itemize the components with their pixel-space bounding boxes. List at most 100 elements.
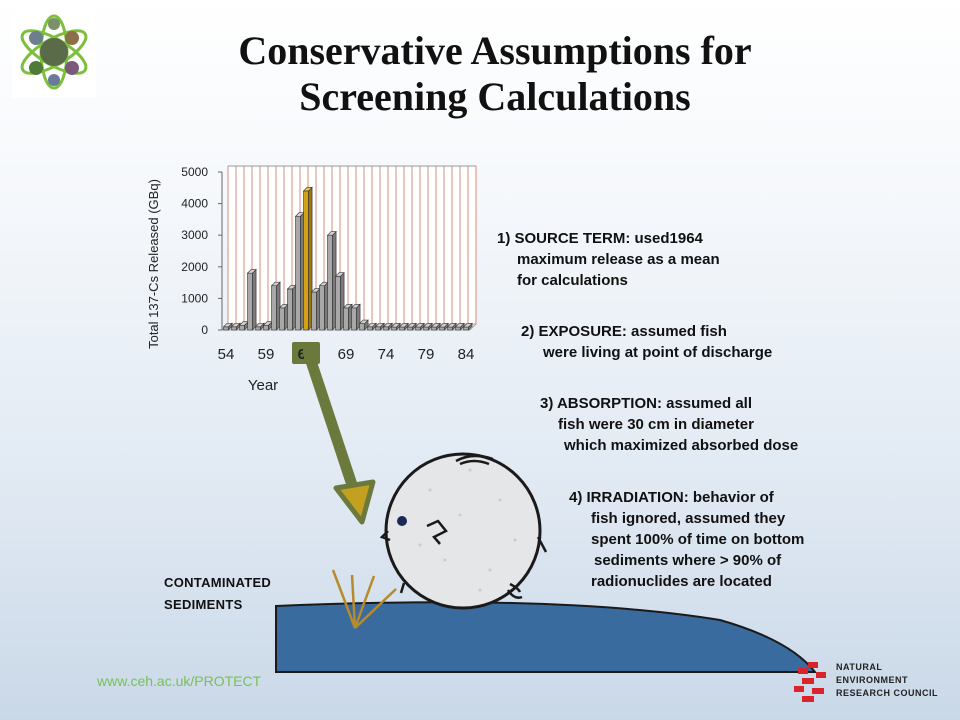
fish-gill (426, 519, 448, 545)
bar-73 (374, 322, 385, 331)
slide-title: Conservative Assumptions for Screening C… (150, 28, 840, 120)
nerc-wordmark: NATURAL ENVIRONMENT RESEARCH COUNCIL (836, 661, 938, 700)
sediments-line-2: SEDIMENTS (164, 597, 243, 612)
bar-top-54 (222, 322, 233, 328)
point-4-line-1: 4) IRRADIATION: behavior of (569, 489, 774, 506)
point-2-line-2: were living at point of discharge (543, 344, 773, 361)
fish-top-fin (455, 454, 494, 466)
x-axis-label: Year (248, 377, 278, 394)
nerc-line-3: RESEARCH COUNCIL (836, 688, 939, 698)
bar-top-60 (270, 281, 281, 287)
bar-top-55 (230, 322, 241, 328)
bar-55 (230, 322, 241, 331)
y-tick-label-4000: 4000 (181, 197, 208, 211)
nerc-line-1: NATURAL (836, 662, 883, 672)
bar-top-57 (246, 269, 257, 274)
point-exposure: 2) EXPOSURE: assumed fish were living at… (521, 321, 772, 363)
bar-top-58 (254, 322, 265, 328)
point-1-line-2: maximum release as a mean (517, 251, 720, 268)
bar-top-83 (454, 323, 465, 328)
bar-top-67 (326, 231, 337, 236)
bar-58 (254, 322, 265, 331)
y-axis-label: Total 137-Cs Released (GBq) (146, 179, 161, 349)
bar-top-80 (430, 323, 441, 328)
y-tick-label-1000: 1000 (181, 291, 208, 305)
y-tick-label-5000: 5000 (181, 165, 208, 179)
bar-57 (246, 268, 257, 331)
point-absorption: 3) ABSORPTION: assumed all fish were 30 … (540, 393, 798, 456)
x-tick-label-69: 69 (338, 346, 355, 363)
x-tick-label-54: 54 (218, 346, 235, 363)
point-3-line-1: 3) ABSORPTION: assumed all (540, 395, 752, 412)
bar-77 (406, 322, 417, 331)
point-2-line-1: 2) EXPOSURE: assumed fish (521, 323, 727, 340)
nerc-line-2: ENVIRONMENT (836, 675, 909, 685)
point-source-term: 1) SOURCE TERM: used1964 maximum release… (497, 228, 720, 291)
title-line-1: Conservative Assumptions for (238, 28, 752, 73)
x-tick-label-84: 84 (458, 346, 475, 363)
sediment-bank (275, 601, 818, 673)
fish-icon (379, 452, 548, 610)
bar-56 (238, 320, 249, 331)
x-tick-label-79: 79 (418, 346, 435, 363)
point-3-line-3: which maximized absorbed dose (564, 437, 799, 454)
point-4-line-2: fish ignored, assumed they (591, 510, 786, 527)
bar-top-82 (446, 323, 457, 328)
bar-84 (462, 322, 473, 331)
bar-83 (454, 322, 465, 331)
point-irradiation: 4) IRRADIATION: behavior of fish ignored… (569, 487, 804, 592)
bar-top-68 (334, 272, 345, 277)
pointer-arrowhead (333, 479, 376, 525)
bar-top-78 (414, 323, 425, 328)
bar-79 (422, 322, 433, 331)
pointer-arrow-shaft (302, 346, 362, 503)
radiation-rays (331, 569, 397, 629)
bar-top-79 (422, 323, 433, 328)
y-tick-label-3000: 3000 (181, 228, 208, 242)
bar-top-75 (390, 323, 401, 328)
bar-top-76 (398, 323, 409, 328)
bar-70 (350, 303, 361, 331)
bar-top-69 (342, 303, 353, 309)
bar-65 (310, 287, 321, 331)
bar-top-74 (382, 322, 393, 328)
bar-top-84 (462, 323, 473, 328)
bar-top-70 (350, 303, 361, 309)
chart-back-wall (228, 166, 476, 324)
point-3-line-2: fish were 30 cm in diameter (558, 416, 754, 433)
bar-top-77 (406, 323, 417, 328)
bar-top-81 (438, 323, 449, 328)
bar-top-72 (366, 322, 377, 328)
point-4-line-3: spent 100% of time on bottom (591, 531, 805, 548)
point-1-line-1: 1) SOURCE TERM: used1964 (497, 230, 703, 247)
chart-bars (222, 186, 473, 331)
fish-eye (397, 516, 407, 526)
point-4-line-5: radionuclides are located (591, 573, 772, 590)
y-tick-label-0: 0 (201, 323, 208, 337)
bar-81 (438, 322, 449, 331)
point-4-line-4: sediments where > 90% of (594, 552, 782, 569)
x-tick-label-74: 74 (378, 346, 395, 363)
fish-mouth (379, 530, 391, 542)
fish-tail (536, 536, 548, 553)
bar-72 (366, 322, 377, 331)
sediments-line-1: CONTAMINATED (164, 575, 272, 590)
atom-logo-icon (12, 14, 96, 98)
x-tick-label-59: 59 (258, 346, 275, 363)
fish-bottom-fin (506, 582, 523, 599)
y-tick-label-2000: 2000 (181, 260, 208, 274)
bar-64 (302, 186, 313, 331)
bar-71 (358, 319, 369, 331)
bar-top-64 (302, 187, 313, 192)
bar-75 (390, 322, 401, 331)
bar-top-73 (374, 322, 385, 328)
nerc-red-logo-icon (794, 662, 826, 702)
bar-68 (334, 271, 345, 331)
bar-top-71 (358, 319, 369, 324)
footer-url[interactable]: www.ceh.ac.uk/PROTECT (97, 673, 262, 689)
contaminated-sediments-label: CONTAMINATED SEDIMENTS (164, 572, 271, 616)
point-1-line-3: for calculations (517, 272, 628, 289)
title-line-2: Screening Calculations (299, 74, 691, 119)
